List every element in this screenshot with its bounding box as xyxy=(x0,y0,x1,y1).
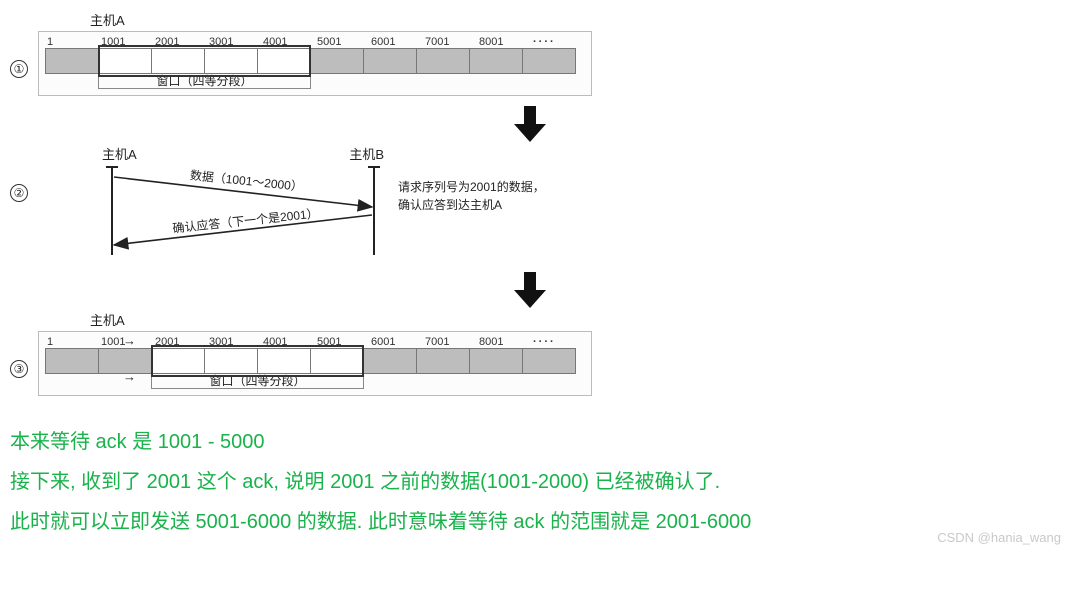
tick-label: 1001 xyxy=(99,36,153,48)
panel2-host-a-label: 主机A xyxy=(102,144,137,163)
panel3-sequence-block: 110012001300140015001600170018001···· →→… xyxy=(38,331,592,396)
explain-line-1: 本来等待 ack 是 1001 - 5000 xyxy=(10,422,1077,462)
panel1-host-label: 主机A xyxy=(90,10,630,29)
sequence-segment xyxy=(522,48,576,74)
panel2-host-b-label: 主机B xyxy=(349,144,384,163)
message-exchange: 主机A 主机B 数据（1001～2000） xyxy=(98,144,388,262)
panel1-sequence-block: 110012001300140015001600170018001···· 窗口… xyxy=(38,31,592,96)
panel3-window-caption: 窗口（四等分段） xyxy=(151,373,364,389)
sequence-segment xyxy=(204,348,258,374)
tick-label: 3001 xyxy=(207,336,261,348)
sequence-segment xyxy=(45,48,99,74)
tick-label: 4001 xyxy=(261,36,315,48)
explain-line-2: 接下来, 收到了 2001 这个 ack, 说明 2001 之前的数据(1001… xyxy=(10,462,1077,502)
step-number-2: ② xyxy=(10,184,28,202)
sequence-segment xyxy=(45,348,99,374)
sequence-segment xyxy=(151,348,205,374)
tick-label: ···· xyxy=(531,336,585,348)
data-msg-label: 数据（1001～2000） xyxy=(189,167,303,194)
sequence-segment xyxy=(469,48,523,74)
step-number-3: ③ xyxy=(10,360,28,378)
sliding-window-diagram: 主机A ① 110012001300140015001600170018001·… xyxy=(10,10,630,396)
sequence-segment xyxy=(204,48,258,74)
slide-arrow-bottom-icon: → xyxy=(123,373,136,381)
watermark-text: CSDN @hania_wang xyxy=(10,530,1077,545)
down-arrow-icon xyxy=(510,106,550,142)
tick-label: 5001 xyxy=(315,336,369,348)
panel1-tick-row: 110012001300140015001600170018001···· xyxy=(45,36,585,48)
tick-label: 4001 xyxy=(261,336,315,348)
sequence-segment xyxy=(257,48,311,74)
panel1-row: ① 110012001300140015001600170018001···· … xyxy=(10,31,630,96)
panel1-window-caption: 窗口（四等分段） xyxy=(98,73,311,89)
tick-label: ···· xyxy=(531,36,585,48)
step-number-1: ① xyxy=(10,60,28,78)
tick-label: 1 xyxy=(45,336,99,348)
ack-msg-label: 确认应答（下一个是2001） xyxy=(172,205,319,235)
exchange-svg: 数据（1001～2000） 确认应答（下一个是2001） xyxy=(98,163,388,259)
down-arrow-icon xyxy=(510,272,550,308)
request-text-line2: 确认应答到达主机A xyxy=(398,196,545,214)
tick-label: 8001 xyxy=(477,336,531,348)
explanation-text: 本来等待 ack 是 1001 - 5000 接下来, 收到了 2001 这个 … xyxy=(10,422,1077,542)
sequence-segment xyxy=(363,348,417,374)
panel3-row: ③ 110012001300140015001600170018001···· … xyxy=(10,331,630,396)
sequence-segment xyxy=(257,348,311,374)
tick-label: 6001 xyxy=(369,36,423,48)
tick-label: 1 xyxy=(45,36,99,48)
panel1-segment-row xyxy=(45,48,585,74)
panel2-row: ② 主机A 主机B 数据（1001～2000） xyxy=(10,144,630,262)
sequence-segment xyxy=(363,48,417,74)
sequence-segment xyxy=(416,348,470,374)
sequence-segment xyxy=(522,348,576,374)
sequence-segment xyxy=(151,48,205,74)
tick-label: 2001 xyxy=(153,336,207,348)
slide-arrow-top-icon: → xyxy=(123,337,136,345)
sequence-segment xyxy=(310,48,364,74)
request-text-line1: 请求序列号为2001的数据， xyxy=(398,178,545,196)
tick-label: 8001 xyxy=(477,36,531,48)
panel3-segment-row: →→ xyxy=(45,348,585,374)
sequence-segment xyxy=(98,48,152,74)
tick-label: 7001 xyxy=(423,36,477,48)
request-description: 请求序列号为2001的数据， 确认应答到达主机A xyxy=(398,178,545,214)
tick-label: 6001 xyxy=(369,336,423,348)
tick-label: 7001 xyxy=(423,336,477,348)
sequence-segment xyxy=(310,348,364,374)
tick-label: 2001 xyxy=(153,36,207,48)
tick-label: 3001 xyxy=(207,36,261,48)
sequence-segment xyxy=(469,348,523,374)
sequence-segment xyxy=(416,48,470,74)
panel3-host-label: 主机A xyxy=(90,310,630,329)
tick-label: 5001 xyxy=(315,36,369,48)
